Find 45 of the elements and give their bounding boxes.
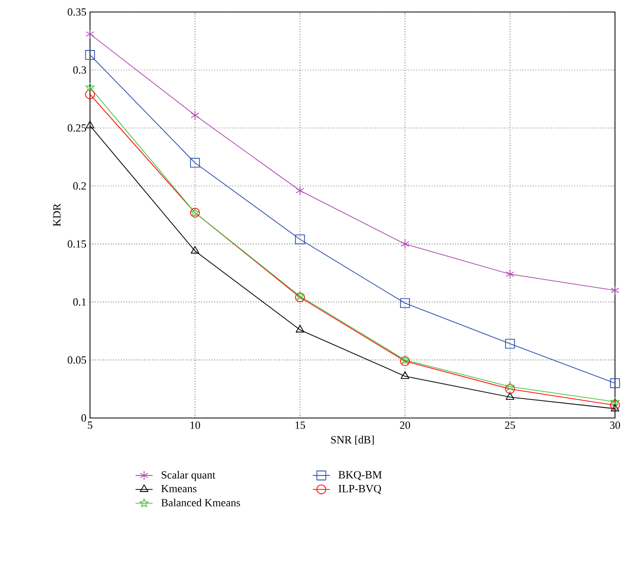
point — [86, 29, 94, 39]
point — [190, 158, 200, 168]
point — [610, 286, 620, 296]
x-tick-label: 30 — [610, 422, 620, 429]
legend-label: ILP-BVQ — [338, 484, 382, 494]
point — [505, 384, 515, 394]
point — [85, 50, 95, 60]
point — [610, 404, 620, 412]
point — [190, 110, 200, 120]
legend-label: BKQ-BM — [338, 471, 382, 480]
point — [190, 246, 200, 254]
y-tick-label: 0.1 — [73, 298, 86, 306]
point — [296, 186, 304, 196]
point — [296, 324, 304, 332]
point — [505, 338, 515, 349]
y-tick-label: 0 — [81, 414, 86, 422]
y-tick-label: 0.25 — [68, 124, 86, 132]
point — [400, 371, 410, 379]
legend-label: Balanced Kmeans — [161, 498, 240, 506]
x-tick-label: 20 — [400, 422, 410, 429]
point — [85, 82, 95, 92]
point — [400, 298, 410, 308]
point — [610, 378, 620, 388]
point — [610, 396, 620, 406]
legend-label: Scalar quant — [162, 470, 216, 481]
point — [505, 382, 515, 391]
y-tick-label: 0.2 — [73, 182, 86, 190]
point — [86, 120, 94, 128]
x-tick-label: 25 — [505, 422, 516, 429]
x-tick-label: 5 — [88, 422, 92, 429]
y-axis-title: KDR — [53, 203, 60, 226]
point — [506, 392, 514, 400]
point — [85, 89, 95, 100]
x-tick-label: 10 — [190, 422, 200, 429]
point — [506, 269, 514, 280]
y-tick-label: 0.05 — [68, 356, 86, 364]
legend-label: Kmeans — [161, 485, 197, 492]
point — [610, 400, 620, 410]
y-tick-label: 0.3 — [73, 66, 86, 74]
y-tick-label: 0.15 — [68, 240, 86, 248]
point — [295, 234, 305, 244]
x-axis-title: SNR [dB] — [331, 436, 374, 445]
x-tick-label: 15 — [295, 422, 306, 429]
point — [400, 239, 410, 249]
y-tick-label: 0.35 — [68, 8, 86, 16]
